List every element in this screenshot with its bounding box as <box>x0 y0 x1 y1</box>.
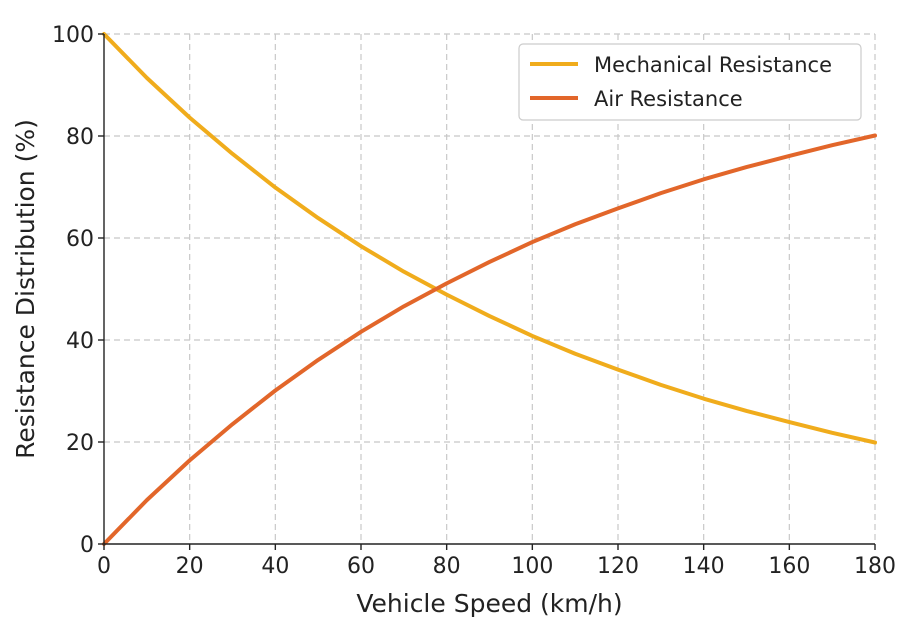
legend-label-mechanical: Mechanical Resistance <box>594 53 832 77</box>
x-tick-label: 0 <box>97 554 111 579</box>
y-tick-label: 20 <box>66 431 94 456</box>
x-tick-label: 80 <box>433 554 461 579</box>
ticks: 0 20 40 60 80 100 120 140 160 180 0 20 40 60 80 100 <box>52 23 896 579</box>
x-tick-label: 140 <box>683 554 725 579</box>
x-axis-title: Vehicle Speed (km/h) <box>356 589 622 618</box>
axes <box>103 34 875 545</box>
y-tick-label: 80 <box>66 125 94 150</box>
x-tick-label: 40 <box>261 554 289 579</box>
x-tick-label: 120 <box>597 554 639 579</box>
x-tick-label: 20 <box>176 554 204 579</box>
y-tick-label: 40 <box>66 329 94 354</box>
legend-box <box>518 43 862 121</box>
series-layer <box>102 32 877 546</box>
y-axis-title: Resistance Distribution (%) <box>11 119 40 459</box>
y-tick-label: 60 <box>66 227 94 252</box>
x-tick-label: 160 <box>768 554 810 579</box>
x-tick-label: 60 <box>347 554 375 579</box>
x-tick-label: 100 <box>511 554 553 579</box>
legend-label-air: Air Resistance <box>594 87 743 111</box>
y-tick-label: 100 <box>52 23 94 48</box>
x-tick-label: 180 <box>854 554 896 579</box>
series-line-mechanical-resistance <box>102 32 877 445</box>
legend: Mechanical Resistance Air Resistance <box>518 43 862 121</box>
y-tick-label: 0 <box>80 533 94 558</box>
series-line-air-resistance <box>102 133 877 546</box>
